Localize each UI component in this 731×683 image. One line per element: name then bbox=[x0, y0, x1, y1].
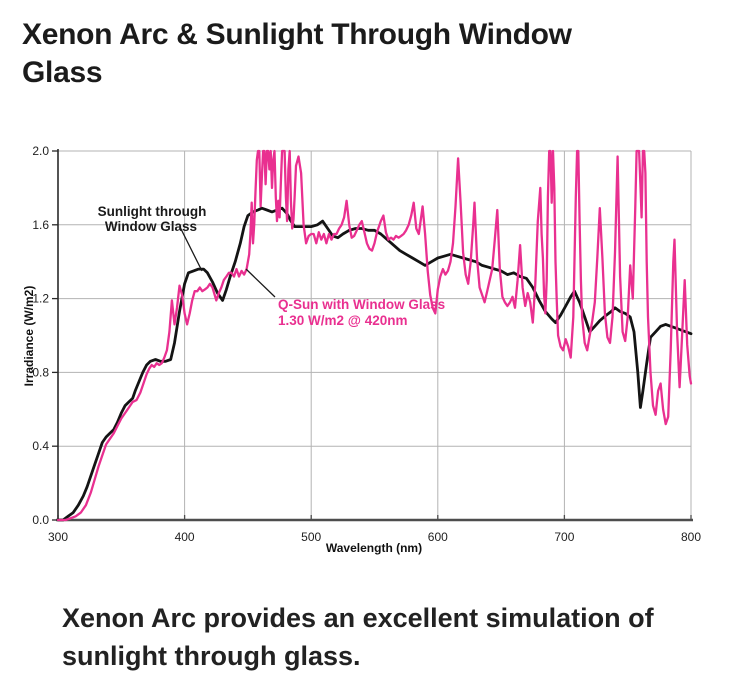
x-tick-labels: 300 400 500 600 700 800 bbox=[48, 530, 701, 544]
x-tick-label-500: 500 bbox=[301, 530, 321, 544]
caption-line2: sunlight through glass. bbox=[62, 641, 361, 671]
annotation-qsun-line2: 1.30 W/m2 @ 420nm bbox=[278, 313, 407, 328]
x-tick-label-400: 400 bbox=[175, 530, 195, 544]
annotation-leader-sunlight bbox=[179, 226, 203, 272]
y-tick-label-0.4: 0.4 bbox=[32, 439, 49, 453]
x-tick-label-800: 800 bbox=[681, 530, 701, 544]
x-axis-title: Wavelength (nm) bbox=[326, 541, 422, 555]
caption-line1: Xenon Arc provides an excellent simulati… bbox=[62, 603, 654, 633]
series-qsun-with-window-glass bbox=[56, 149, 693, 522]
annotation-sunlight-line2: Window Glass bbox=[105, 219, 197, 234]
annotation-leader-qsun bbox=[245, 268, 276, 298]
series-sunlight-through-window-glass bbox=[56, 206, 693, 522]
page-title: Xenon Arc & Sunlight Through Window Glas… bbox=[22, 16, 712, 92]
x-tick-label-700: 700 bbox=[554, 530, 574, 544]
y-tick-label-1.6: 1.6 bbox=[32, 218, 49, 232]
page-title-line2: Glass bbox=[22, 56, 103, 89]
y-tick-label-2.0: 2.0 bbox=[32, 144, 49, 158]
annotation-qsun-line1: Q-Sun with Window Glass bbox=[278, 297, 445, 312]
x-tick-label-600: 600 bbox=[428, 530, 448, 544]
y-tick-label-1.2: 1.2 bbox=[32, 292, 49, 306]
annotation-sunlight-line1: Sunlight through bbox=[98, 204, 207, 219]
y-tick-label-0.8: 0.8 bbox=[32, 365, 49, 379]
caption: Xenon Arc provides an excellent simulati… bbox=[62, 599, 722, 675]
y-tick-labels: 0.0 0.4 0.8 1.2 1.6 2.0 bbox=[32, 144, 49, 527]
x-tick-label-300: 300 bbox=[48, 530, 68, 544]
y-axis-title: Irradiance (W/m2) bbox=[22, 286, 36, 387]
y-tick-label-0.0: 0.0 bbox=[32, 513, 49, 527]
page-title-line1: Xenon Arc & Sunlight Through Window bbox=[22, 18, 572, 51]
gridlines bbox=[58, 150, 692, 520]
